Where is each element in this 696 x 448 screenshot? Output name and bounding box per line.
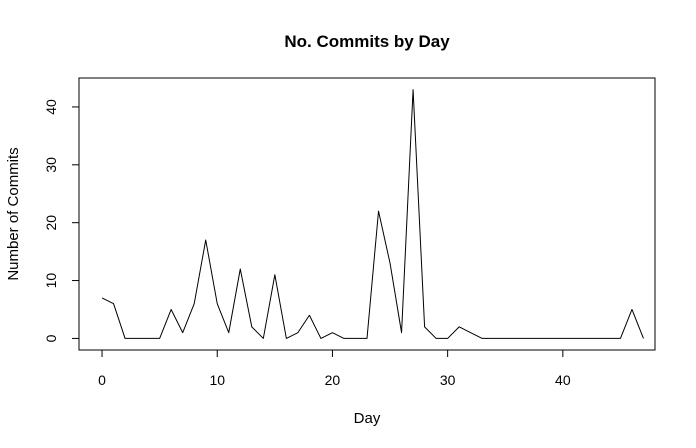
y-tick-label: 0 (43, 334, 59, 342)
y-tick-label: 10 (43, 273, 59, 289)
y-tick-label: 20 (43, 215, 59, 231)
y-axis: 0 10 20 30 40 (43, 99, 80, 342)
series-line (101, 89, 644, 339)
x-tick-label: 30 (440, 372, 456, 388)
x-tick-label: 40 (555, 372, 571, 388)
y-tick-label: 40 (43, 99, 59, 115)
chart-title: No. Commits by Day (284, 32, 450, 51)
plot-box (78, 77, 656, 351)
x-axis-label: Day (354, 410, 381, 427)
x-axis: 0 10 20 30 40 (98, 349, 571, 388)
x-tick-label: 20 (325, 372, 341, 388)
series-layer (101, 89, 644, 339)
x-tick-label: 0 (98, 372, 106, 388)
y-axis-label: Number of Commits (5, 147, 22, 280)
x-tick-label: 10 (209, 372, 225, 388)
y-tick-label: 30 (43, 157, 59, 173)
